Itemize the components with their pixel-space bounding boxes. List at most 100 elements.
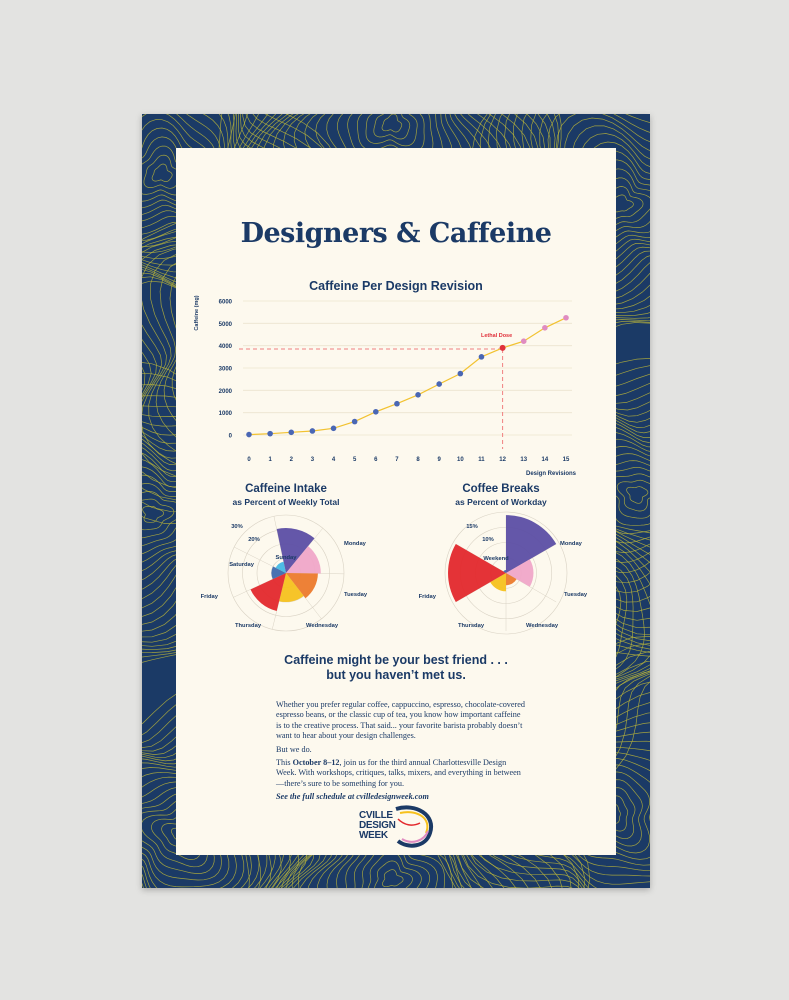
y-tick-label: 2000 [219, 389, 233, 395]
polar-chart-2-title: Coffee Breaks [462, 483, 540, 495]
topo-contour-line [142, 145, 189, 196]
topo-contour-line [374, 860, 413, 888]
data-point [436, 381, 443, 387]
polar-spoke [285, 572, 322, 620]
polar-wedge-wednesday [506, 573, 517, 586]
polar-chart-1-subtitle: as Percent of Weekly Total [232, 497, 340, 507]
lethal-dose-label: Lethal Dose [481, 333, 512, 339]
polar-chart-2-subtitle: as Percent of Workday [455, 497, 547, 507]
ring-label: 20% [248, 537, 260, 543]
body-copy: Whether you prefer regular coffee, cappu… [276, 700, 526, 806]
x-tick-label: 6 [374, 457, 378, 463]
x-tick-label: 4 [332, 457, 336, 463]
data-point [542, 325, 548, 331]
logo-line-2: DESIGN [359, 820, 396, 831]
headline-line-1: Caffeine might be your best friend . . . [284, 653, 508, 667]
topo-contour-line [373, 114, 411, 140]
data-point [478, 354, 485, 360]
series-line [248, 317, 567, 436]
polar-wedge-monday [276, 528, 315, 573]
polar-label-friday: Friday [419, 594, 437, 600]
caffeine-intake-polar-chart: Monday Tuesday Wednesday Thursday Friday Satu… [201, 514, 368, 632]
topo-contour-line [361, 842, 431, 888]
topo-contour-line [151, 163, 173, 182]
schedule-link[interactable]: See the full schedule at cvilledesignwee… [276, 792, 429, 802]
y-tick-label: 1000 [219, 411, 233, 417]
polar-wedge-friday [448, 544, 506, 602]
data-point [520, 338, 527, 344]
polar-label-thursday: Thursday [235, 623, 262, 629]
polar-wedge-monday [506, 515, 557, 573]
x-tick-label: 12 [499, 457, 506, 463]
polar-label-sunday: Sunday [276, 555, 298, 561]
lethal-data-point [499, 344, 506, 351]
topo-contour-line [382, 869, 404, 888]
polar-wedge-friday [250, 573, 286, 611]
data-point [246, 431, 252, 438]
headline: Caffeine might be your best friend . . .… [176, 653, 616, 683]
polar-wedge-wednesday [286, 573, 318, 599]
data-point [415, 392, 421, 398]
polar-label-weekend: Weekend [483, 556, 509, 562]
topo-contour-line [616, 479, 650, 512]
data-point [457, 370, 464, 377]
x-tick-label: 7 [395, 457, 399, 463]
polar-wedge-saturday [271, 566, 286, 580]
y-tick-label: 0 [229, 434, 233, 440]
polar-ring [227, 514, 345, 632]
x-tick-label: 15 [563, 457, 570, 463]
polar-wedge-sunday [275, 561, 286, 573]
line-chart-title: Caffeine Per Design Revision [309, 279, 483, 293]
polar-wedge-thursday [279, 573, 304, 603]
body-p3-end: , join us for the third annual Charlotte… [276, 758, 521, 788]
x-tick-label: 14 [542, 457, 549, 463]
polar-label-thursday: Thursday [458, 623, 485, 629]
logo-line-1: CVILLE [359, 810, 393, 821]
topo-contour-line [381, 114, 403, 133]
ring-label: 30% [231, 524, 243, 530]
polar-spoke [505, 543, 557, 574]
data-point [288, 429, 295, 436]
data-point [267, 430, 273, 437]
logo-line-3: WEEK [359, 830, 388, 841]
polar-label-tuesday: Tuesday [564, 592, 588, 598]
polar-label-wednesday: Wednesday [526, 623, 559, 629]
data-point [351, 418, 358, 425]
topo-contour-line [142, 505, 165, 523]
data-point [330, 425, 337, 432]
body-paragraph-3: This October 8–12, join us for the third… [276, 758, 526, 789]
polar-chart-1-title: Caffeine Intake [245, 483, 327, 495]
topo-contour-line [365, 114, 418, 147]
body-p3-start: This [276, 758, 293, 768]
polar-spoke [233, 572, 287, 598]
topo-contour-line [142, 483, 194, 547]
polar-ring [444, 511, 568, 635]
y-tick-label: 5000 [219, 322, 233, 328]
event-dates: October 8–12 [292, 758, 340, 768]
x-tick-label: 5 [353, 457, 357, 463]
polar-wedge-thursday [490, 573, 506, 592]
ring-label: 10% [482, 537, 494, 543]
x-tick-label: 13 [520, 457, 527, 463]
y-tick-label: 3000 [219, 367, 233, 373]
polar-wedge-tuesday [506, 559, 534, 587]
topo-contour-line [143, 154, 181, 189]
cville-design-week-logo: CVILLE DESIGN WEEK [356, 805, 446, 850]
data-point [373, 408, 379, 415]
x-axis-label: Design Revisions [526, 471, 577, 477]
x-tick-label: 8 [416, 457, 420, 463]
x-tick-label: 9 [438, 457, 442, 463]
polar-label-saturday: Saturday [229, 562, 255, 568]
polar-label-friday: Friday [201, 594, 219, 600]
x-tick-label: 10 [457, 457, 464, 463]
topo-contour-line [626, 486, 649, 504]
coffee-breaks-polar-chart: Monday Tuesday Wednesday Thursday Friday Week… [419, 511, 588, 635]
x-tick-label: 1 [268, 457, 272, 463]
x-tick-label: 2 [290, 457, 294, 463]
poster-title: Designers & Caffeine [240, 218, 552, 249]
data-point [563, 314, 569, 321]
polar-label-tuesday: Tuesday [344, 592, 368, 598]
data-point [394, 400, 400, 407]
y-tick-label: 6000 [219, 300, 233, 306]
